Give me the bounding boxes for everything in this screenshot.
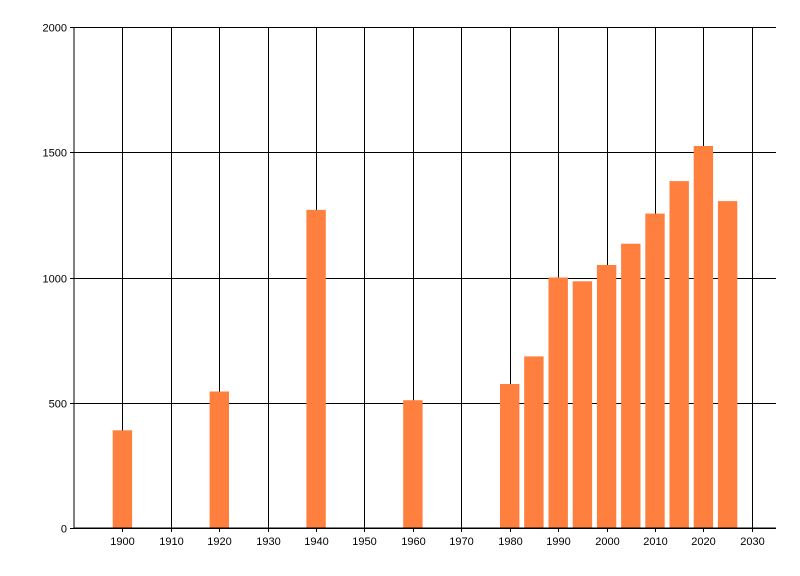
bar-2005 xyxy=(621,243,641,528)
bar-2025 xyxy=(717,201,738,528)
x-tick-label: 1900 xyxy=(110,536,134,548)
x-tick-label: 1970 xyxy=(449,536,473,548)
x-tick-label: 2020 xyxy=(691,536,715,548)
y-tick-label: 1500 xyxy=(43,148,67,160)
bar-1940 xyxy=(306,209,326,528)
x-tick-label: 2000 xyxy=(595,536,619,548)
tick-labels: 0 500 1000 1500 2000 1900 1910 1920 1930 1940 1950… xyxy=(43,23,765,549)
bar-2020 xyxy=(693,146,714,528)
x-tick-label: 1990 xyxy=(546,536,570,548)
x-tick-label: 1980 xyxy=(498,536,522,548)
x-tick-label: 1940 xyxy=(304,536,328,548)
bar-1900 xyxy=(112,430,133,528)
y-tick-label: 500 xyxy=(49,399,67,411)
bar-2015 xyxy=(669,181,689,528)
bar-1985 xyxy=(524,356,544,528)
bar-1960 xyxy=(403,400,423,528)
bar-1995 xyxy=(572,281,593,528)
y-tick-label: 0 xyxy=(61,524,67,536)
bar-2000 xyxy=(596,265,617,528)
y-tick-label: 1000 xyxy=(43,274,67,286)
x-tick-label: 1960 xyxy=(401,536,425,548)
x-tick-label: 1930 xyxy=(256,536,280,548)
x-tick-label: 1910 xyxy=(159,536,183,548)
x-tick-label: 1920 xyxy=(207,536,231,548)
bar-1990 xyxy=(548,277,568,528)
bars xyxy=(112,146,738,528)
axes xyxy=(73,27,776,529)
bar-2010 xyxy=(645,213,665,528)
x-tick-label: 2030 xyxy=(740,536,764,548)
bar-1980 xyxy=(500,384,520,528)
x-tick-label: 2010 xyxy=(643,536,667,548)
y-tick-label: 2000 xyxy=(43,23,67,35)
x-tick-label: 1950 xyxy=(352,536,376,548)
bar-1920 xyxy=(209,391,229,528)
